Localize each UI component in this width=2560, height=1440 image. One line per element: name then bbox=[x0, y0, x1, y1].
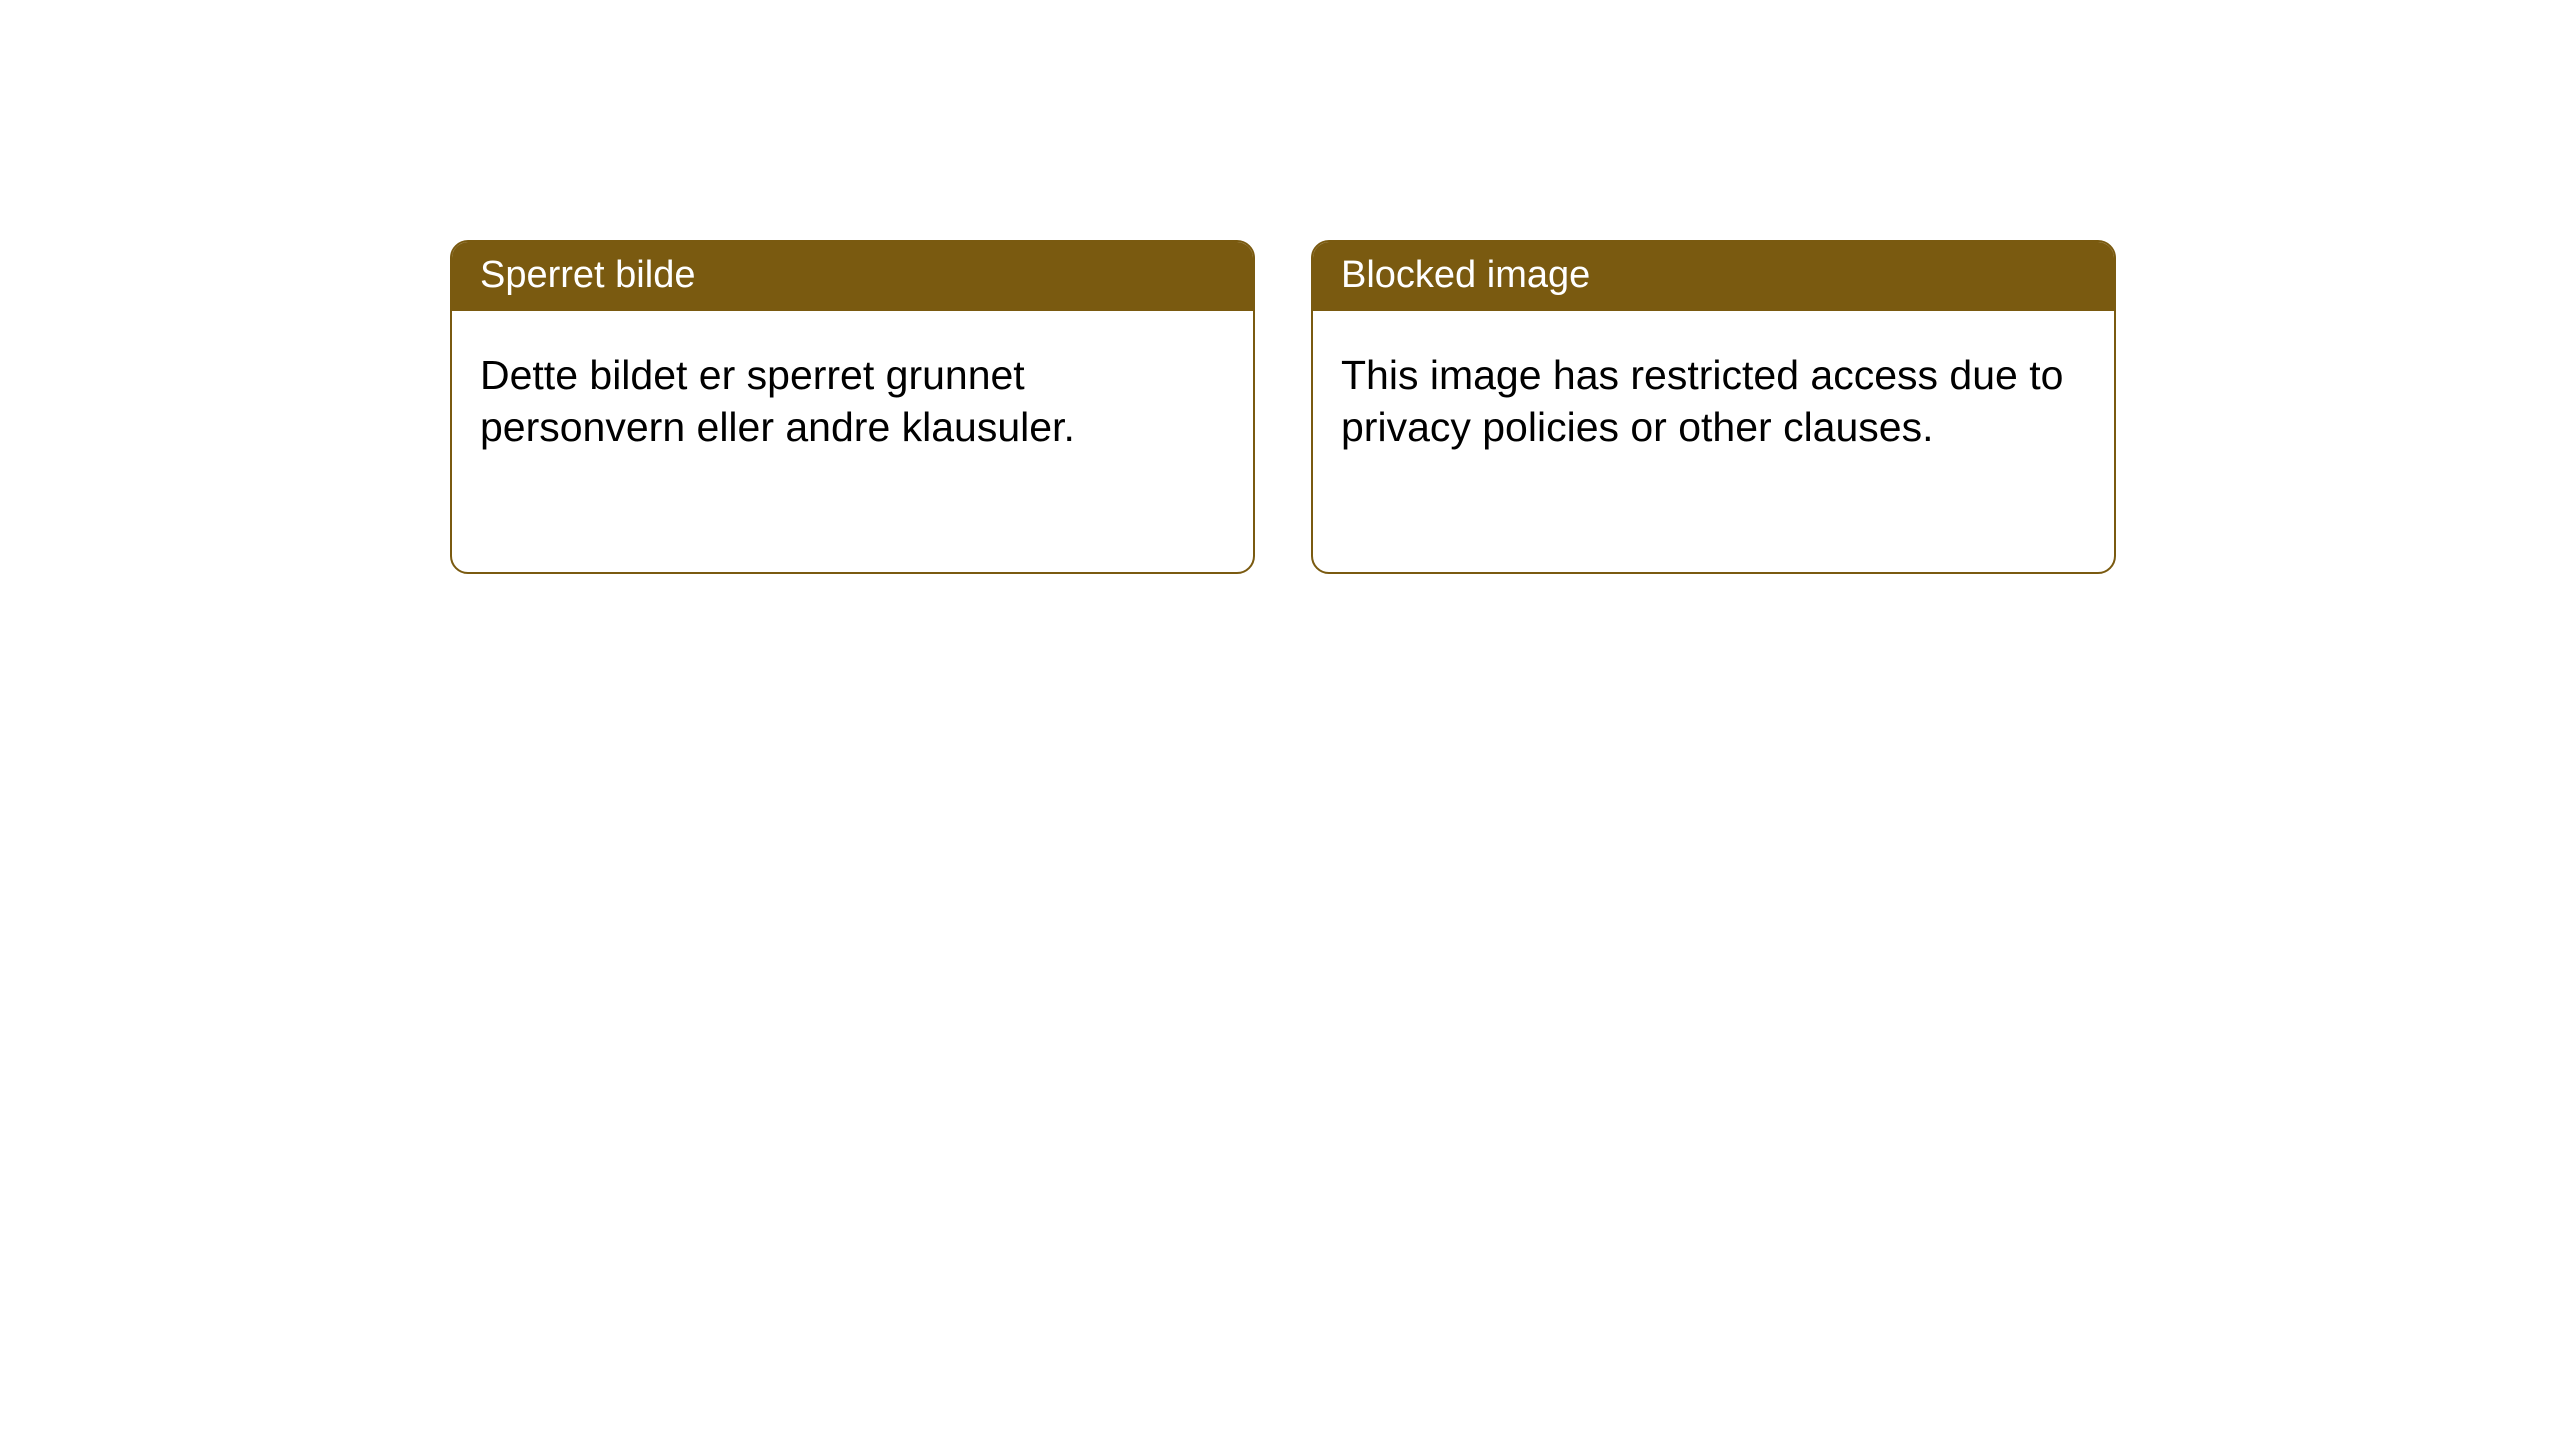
notice-card-no: Sperret bilde Dette bildet er sperret gr… bbox=[450, 240, 1255, 574]
notice-body-en: This image has restricted access due to … bbox=[1313, 311, 2114, 492]
notice-body-no: Dette bildet er sperret grunnet personve… bbox=[452, 311, 1253, 492]
notice-card-en: Blocked image This image has restricted … bbox=[1311, 240, 2116, 574]
notice-title-no: Sperret bilde bbox=[452, 242, 1253, 311]
notice-container: Sperret bilde Dette bildet er sperret gr… bbox=[450, 240, 2116, 574]
notice-title-en: Blocked image bbox=[1313, 242, 2114, 311]
